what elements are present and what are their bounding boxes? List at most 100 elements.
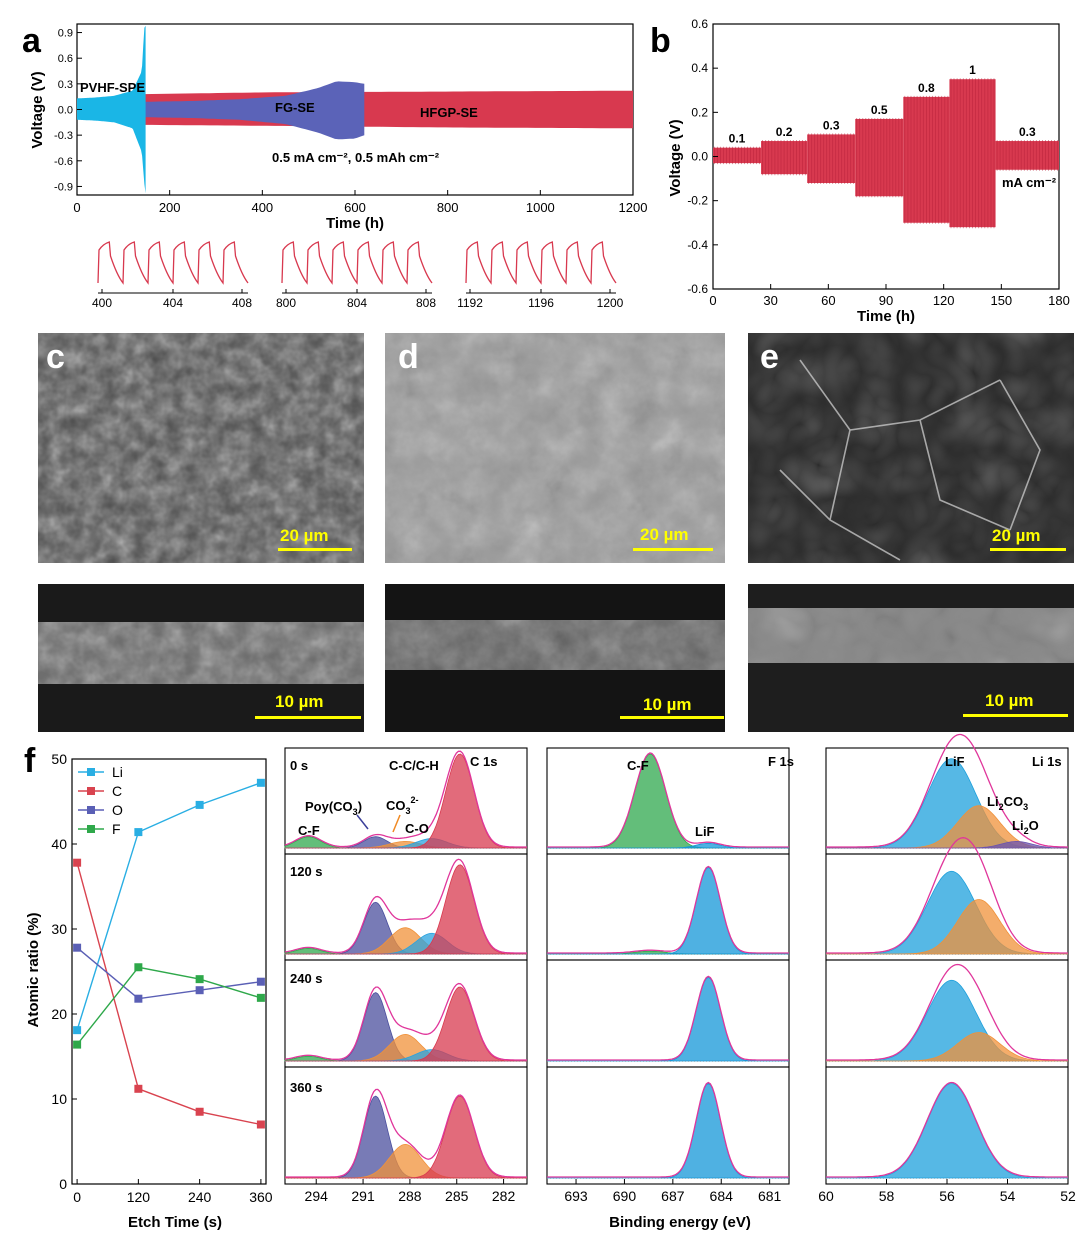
b-step-band xyxy=(855,118,904,197)
panel-a-plot xyxy=(77,25,633,194)
label-co3: CO32- xyxy=(386,795,419,816)
b-xtick-label: 60 xyxy=(821,293,835,308)
panel-label-f: f xyxy=(24,742,36,780)
xps-c1s: 294 291 288 285 282 xyxy=(284,747,528,1204)
c1s-xtick-label: 291 xyxy=(351,1188,375,1204)
scale-label-e-bottom: 10 µm xyxy=(985,691,1034,710)
title-f1s: F 1s xyxy=(768,754,794,769)
legend-marker-f xyxy=(87,825,95,833)
panel-label-e: e xyxy=(760,338,779,376)
f-point-f xyxy=(134,963,143,972)
scale-bar-d-top xyxy=(633,548,713,551)
li1s-envelope xyxy=(826,837,1068,954)
b-step-label: 0.1 xyxy=(729,132,746,146)
f-ytick-label: 0 xyxy=(59,1176,67,1192)
label-lif-f1s: LiF xyxy=(695,824,715,839)
f1s-frame xyxy=(546,959,790,1068)
f-series-line-li xyxy=(76,782,262,1031)
b-xtick-label: 0 xyxy=(709,293,716,308)
panel-b-plot: 0.1 0.2 0.3 0.5 0.8 1 0.3 xyxy=(713,63,1059,229)
panel-b: b 0.1 0.2 0.3 0.5 0.8 1 0.3 0 30 60 90 120 150 180 0.… xyxy=(650,17,1070,325)
sem-d-bottom: 10 µm xyxy=(385,584,725,732)
f-point-li xyxy=(195,800,204,809)
label-fg-se: FG-SE xyxy=(275,100,315,115)
c1s-xtick-label: 294 xyxy=(305,1188,329,1204)
label-c-f-f1s: C-F xyxy=(627,758,649,773)
b-step-label: 0.3 xyxy=(1019,125,1036,139)
f1s-envelope xyxy=(547,752,789,848)
f-series-line-c xyxy=(76,862,262,1126)
f-series-line-f xyxy=(76,966,262,1046)
b-step-band xyxy=(807,134,856,183)
f1s-xtick-label: 690 xyxy=(613,1188,637,1204)
f1s-frame xyxy=(546,853,790,961)
a-xlabel: Time (h) xyxy=(326,215,384,232)
f1s-envelope xyxy=(547,1081,789,1178)
b-step-cycles xyxy=(904,95,949,224)
panel-label-a: a xyxy=(22,22,42,60)
panel-b-axes: 0 30 60 90 120 150 180 0.6 0.4 0.2 0.0 -0.2 -0.4 -0.6 xyxy=(687,17,1070,308)
li1s-xtick-label: 52 xyxy=(1060,1188,1076,1204)
legend-marker-li xyxy=(87,768,95,776)
f-ytick-label: 30 xyxy=(51,921,67,937)
inset-tick-label: 1196 xyxy=(528,296,554,310)
b-ytick-label: 0.0 xyxy=(691,150,708,164)
b-ytick-label: -0.2 xyxy=(687,194,708,208)
li1s-envelope xyxy=(826,963,1068,1061)
time-240s: 240 s xyxy=(290,971,323,986)
a-xtick-label: 0 xyxy=(73,200,80,215)
xps-xlabel: Binding energy (eV) xyxy=(609,1214,751,1231)
time-0s: 0 s xyxy=(290,758,308,773)
f-point-o xyxy=(195,986,204,995)
b-step-cycles xyxy=(996,140,1058,171)
legend-marker-c xyxy=(87,787,95,795)
inset-tick-label: 404 xyxy=(163,296,183,310)
inset-profile xyxy=(97,241,249,285)
b-step-label: 0.5 xyxy=(871,103,888,117)
scale-label-d-top: 20 µm xyxy=(640,525,689,544)
panel-label-c: c xyxy=(46,338,65,376)
arrow-co3 xyxy=(392,814,401,833)
li1s-envelope xyxy=(826,733,1068,848)
scale-bar-c-bottom xyxy=(255,716,361,719)
legend-label-f: F xyxy=(112,821,121,837)
b-ytick-label: 0.4 xyxy=(691,61,708,75)
panel-f-legend: Li COF xyxy=(78,764,123,837)
panel-a-insets: 400 404 408 800 804 808 1192 1196 1200 xyxy=(92,241,624,310)
f-point-f xyxy=(195,975,204,984)
series-band-pvhf-spe xyxy=(77,25,146,194)
label-li2o: Li2O xyxy=(1012,818,1039,836)
f-ytick-label: 50 xyxy=(51,751,67,767)
b-step-cycles xyxy=(950,78,995,229)
b-step-label: 1 xyxy=(969,63,976,77)
sem-c-bottom: 10 µm xyxy=(38,584,364,732)
b-step-cycles xyxy=(808,133,855,184)
title-c1s: C 1s xyxy=(470,754,497,769)
a-ytick-label: -0.3 xyxy=(54,130,73,142)
scale-label-d-bottom: 10 µm xyxy=(643,695,692,714)
a-ytick-label: 0.9 xyxy=(58,28,73,40)
panel-a-axes: 0 200 400 600 800 1000 1200 0.9 0.6 0.3 0.0 -0.3 -0.… xyxy=(54,28,647,215)
a-xtick-label: 1200 xyxy=(619,200,648,215)
time-120s: 120 s xyxy=(290,864,323,879)
c1s-envelope xyxy=(284,982,527,1061)
c1s-envelope xyxy=(284,750,527,848)
f1s-envelope xyxy=(547,975,789,1061)
a-ytick-label: 0.0 xyxy=(58,105,73,117)
f-xtick-label: 0 xyxy=(73,1189,81,1205)
a-ytick-label: 0.3 xyxy=(58,79,73,91)
sem-e-top: 20 µm xyxy=(748,333,1074,563)
f1s-component-lif xyxy=(547,842,789,849)
xps-f1s: 693 690 687 684 681 xyxy=(546,747,790,1204)
b-ytick-label: 0.2 xyxy=(691,105,708,119)
li1s-xtick-label: 54 xyxy=(1000,1188,1016,1204)
a-ytick-label: 0.6 xyxy=(58,53,73,65)
f1s-xtick-label: 681 xyxy=(758,1188,782,1204)
scale-bar-c-top xyxy=(278,548,352,551)
f-ylabel: Atomic ratio (%) xyxy=(25,912,42,1027)
f-point-c xyxy=(195,1107,204,1116)
a-xtick-label: 600 xyxy=(344,200,366,215)
a-xtick-label: 1000 xyxy=(526,200,555,215)
panel-f-axes: 0 120 240 360 0 10 20 30 40 50 xyxy=(51,751,272,1205)
b-step-cycles xyxy=(856,118,903,198)
